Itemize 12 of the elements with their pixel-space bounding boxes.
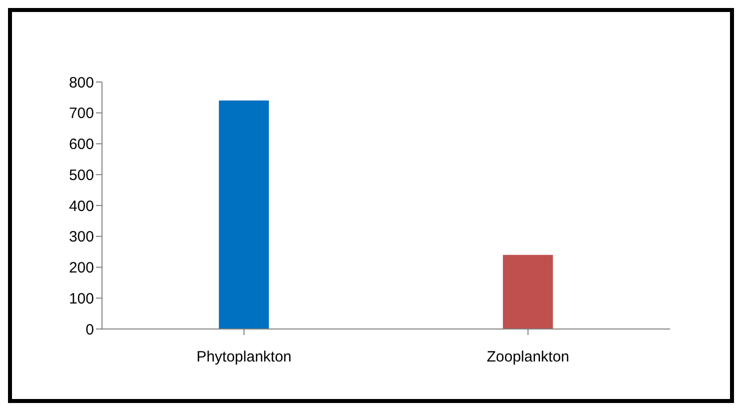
y-tick-label: 100 xyxy=(68,290,94,308)
y-tick-label: 300 xyxy=(68,228,94,246)
y-tick-label: 400 xyxy=(68,198,94,215)
x-tick-label: Zooplankton xyxy=(486,348,570,366)
x-tick-label: Phytoplankton xyxy=(196,348,292,366)
y-tick-label: 200 xyxy=(68,260,94,277)
y-tick-label: 700 xyxy=(68,105,94,122)
y-tick-label: 800 xyxy=(68,74,94,92)
y-tick-label: 0 xyxy=(86,321,94,338)
y-tick-label: 600 xyxy=(68,136,94,154)
y-tick-label: 500 xyxy=(68,166,94,184)
chart-border: Phytoplankton Zooplankton 0 100 200 300 400 500 600 700 800 xyxy=(8,8,734,403)
